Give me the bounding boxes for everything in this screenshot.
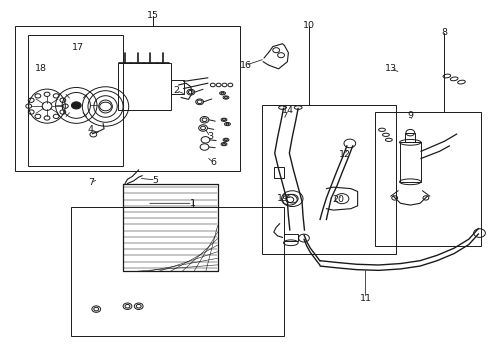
Text: 9: 9 [407,111,412,120]
Bar [118,63,171,110]
Text: 11: 11 [359,294,371,303]
Text: 6: 6 [210,158,216,167]
Text: 8: 8 [441,28,447,37]
Bar [71,207,283,336]
Bar [399,142,420,182]
Text: 10: 10 [302,21,314,30]
Bar [283,234,298,241]
Text: 19: 19 [276,194,288,203]
Text: 17: 17 [72,43,83,52]
Bar [171,80,183,94]
Text: 18: 18 [35,64,46,73]
Bar [261,105,395,253]
Circle shape [71,102,81,109]
Text: 4: 4 [88,125,94,134]
Bar [27,35,122,166]
Text: 14: 14 [282,105,294,114]
Bar [15,26,239,171]
Text: 3: 3 [207,132,213,141]
Text: 2: 2 [173,86,179,95]
Text: 16: 16 [239,61,251,70]
Text: 7: 7 [88,178,94,187]
Text: 13: 13 [384,64,396,73]
Text: 1: 1 [189,199,195,208]
Text: 20: 20 [331,194,344,203]
Bar [273,167,283,178]
Bar [405,134,414,142]
Text: 15: 15 [146,11,159,20]
Bar [374,112,481,246]
Text: 12: 12 [338,150,350,159]
Text: 5: 5 [152,176,159,185]
